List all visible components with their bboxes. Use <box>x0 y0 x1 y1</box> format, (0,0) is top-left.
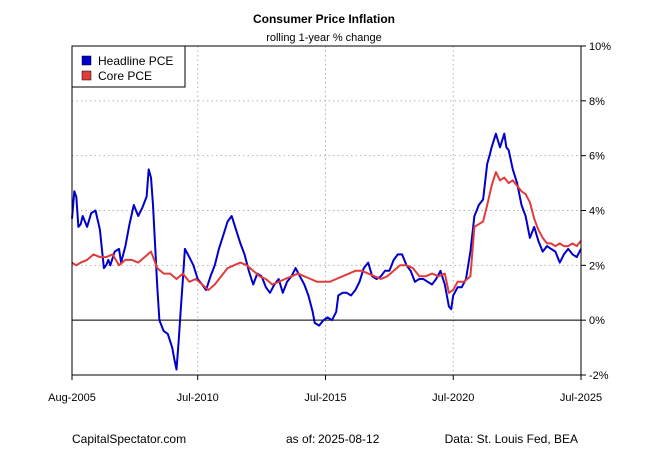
legend: Headline PCE Core PCE <box>71 45 186 88</box>
y-tick-label: -2% <box>589 370 609 382</box>
legend-box <box>71 45 186 88</box>
legend-swatch-core-pce <box>81 70 92 81</box>
legend-label-core-pce: Core PCE <box>98 69 152 83</box>
x-tick-label: Aug-2005 <box>48 392 96 404</box>
x-tick-label: Jul-2015 <box>304 392 346 404</box>
x-tick-label: Jul-2025 <box>560 392 602 404</box>
y-tick-label: 2% <box>589 260 605 272</box>
y-tick-label: 10% <box>589 41 611 53</box>
footer-data-source: Data: St. Louis Fed, BEA <box>445 432 578 446</box>
x-tick-label: Jul-2020 <box>432 392 474 404</box>
y-tick-label: 0% <box>589 315 605 327</box>
y-axis: -2% 0% 2% 4% 6% 8% 10% <box>581 41 611 382</box>
grid-lines <box>71 45 582 376</box>
chart-title: Consumer Price Inflation <box>253 12 395 26</box>
x-tick-label: Jul-2010 <box>177 392 219 404</box>
x-axis: Aug-2005 Jul-2010 Jul-2015 Jul-2020 Jul-2025 <box>48 375 602 404</box>
footer-source-site: CapitalSpectator.com <box>72 432 186 446</box>
series-line-core-pce <box>71 171 582 294</box>
y-tick-label: 8% <box>589 96 605 108</box>
footer-as-of-label: as of: <box>286 432 315 446</box>
legend-swatch-headline-pce <box>81 55 92 66</box>
legend-label-headline-pce: Headline PCE <box>98 54 173 68</box>
footer-as-of-date: 2025-08-12 <box>318 432 380 446</box>
chart-subtitle: rolling 1-year % change <box>266 32 382 44</box>
series-lines <box>71 132 582 371</box>
y-tick-label: 4% <box>589 206 605 218</box>
series-line-headline-pce <box>71 132 582 371</box>
y-tick-label: 6% <box>589 151 605 163</box>
